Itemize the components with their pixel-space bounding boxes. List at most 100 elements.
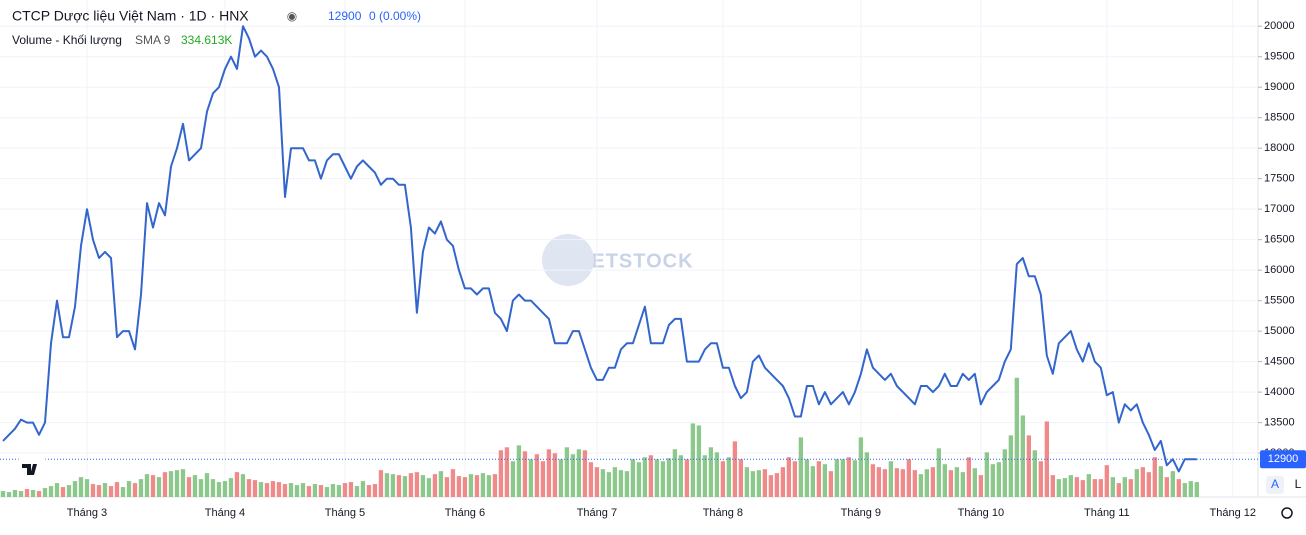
volume-bar: [414, 472, 420, 497]
tv-logo: [18, 458, 46, 480]
volume-bar: [150, 475, 156, 497]
volume-bar: [528, 459, 534, 497]
volume-bar: [186, 477, 192, 497]
volume-label: Volume - Khối lượng: [12, 33, 122, 47]
log-button-label[interactable]: L: [1295, 477, 1302, 491]
volume-bar: [1008, 435, 1013, 497]
volume-bar: [54, 483, 60, 497]
volume-bar: [1128, 479, 1133, 497]
volume-bar: [888, 461, 894, 497]
volume-bar: [786, 457, 792, 497]
volume-bar: [390, 474, 396, 497]
volume-bar: [936, 448, 942, 497]
volume-bar: [834, 459, 840, 497]
volume-bar: [126, 481, 132, 497]
last-price-label: 12900: [1268, 453, 1299, 465]
volume-bar: [762, 469, 768, 497]
volume-bar: [192, 475, 198, 497]
volume-bar: [864, 452, 870, 497]
volume-bar: [1020, 415, 1025, 497]
volume-bar: [342, 483, 348, 497]
volume-bar: [360, 481, 366, 497]
eye-icon[interactable]: ◉: [287, 9, 297, 23]
volume-bar: [84, 479, 90, 497]
auto-button[interactable]: [1266, 476, 1284, 494]
logo-mark: [22, 464, 37, 475]
volume-bar: [396, 475, 402, 497]
volume-bar: [426, 478, 432, 497]
volume-bar: [408, 473, 414, 497]
volume-bar: [1014, 377, 1019, 497]
volume-bar: [312, 484, 318, 497]
volume-bar: [36, 491, 42, 497]
volume-bar: [228, 478, 234, 497]
volume-bar: [900, 469, 906, 497]
watermark: VIETSTOCK: [570, 250, 693, 272]
volume-bar: [480, 473, 486, 497]
volume-bar: [618, 470, 624, 497]
volume-bar: [510, 461, 516, 497]
y-tick-label: 14000: [1264, 386, 1295, 398]
volume-bar: [18, 491, 24, 497]
volume-bar: [594, 467, 600, 497]
volume-bar: [690, 423, 696, 497]
volume-bar: [294, 485, 300, 497]
y-tick-label: 15500: [1264, 295, 1295, 307]
y-tick-label: 18000: [1264, 142, 1295, 154]
volume-bar: [420, 475, 426, 497]
volume-bar: [996, 462, 1002, 497]
volume-bar: [714, 452, 720, 497]
volume-bar: [198, 479, 204, 497]
y-tick-label: 15000: [1264, 325, 1295, 337]
volume-bar: [1164, 477, 1169, 497]
volume-bar: [450, 469, 456, 497]
change-text: 0 (0.00%): [369, 9, 421, 23]
volume-bar: [1032, 450, 1037, 497]
volume-bar: [354, 486, 360, 497]
volume-bar: [492, 474, 498, 497]
volume-bar: [444, 477, 450, 497]
volume-bar: [978, 475, 984, 497]
volume-bar: [1146, 472, 1151, 497]
volume-bar: [462, 477, 468, 497]
volume-bar: [1176, 479, 1181, 497]
y-tick-label: 19500: [1264, 51, 1295, 63]
volume-bar: [276, 482, 282, 497]
volume-bar: [792, 461, 798, 497]
volume-bar: [474, 475, 480, 497]
volume-bar: [810, 466, 816, 497]
volume-bar: [216, 482, 222, 497]
volume-bar: [1086, 474, 1091, 497]
eye-button[interactable]: [284, 8, 302, 26]
volume-bar: [90, 484, 96, 497]
volume-bar: [1104, 465, 1109, 497]
volume-bar: [750, 471, 756, 497]
volume-bar: [270, 481, 276, 497]
volume-bar: [540, 461, 546, 497]
volume-bar: [1098, 479, 1103, 497]
volume-bar: [402, 476, 408, 497]
volume-bar: [114, 482, 120, 497]
auto-button-label[interactable]: A: [1271, 477, 1279, 491]
volume-bar: [156, 477, 162, 497]
x-tick-label: Tháng 11: [1084, 507, 1130, 519]
volume-bar: [96, 485, 102, 497]
volume-bar: [924, 469, 930, 497]
volume-bar: [336, 485, 342, 497]
volume-bar: [162, 472, 168, 497]
x-tick-label: Tháng 6: [445, 507, 485, 519]
plot-layer: [0, 0, 1258, 497]
volume-bar: [66, 485, 72, 497]
x-tick-label: Tháng 9: [841, 507, 881, 519]
volume-bar: [78, 477, 84, 497]
volume-bar: [822, 464, 828, 497]
x-tick-label: Tháng 8: [703, 507, 743, 519]
volume-bar: [636, 462, 642, 497]
volume-bar: [966, 457, 972, 497]
volume-bar: [1050, 475, 1055, 497]
volume-bar: [498, 450, 504, 497]
volume-bar: [486, 475, 492, 497]
y-tick-label: 18500: [1264, 112, 1295, 124]
volume-bar: [252, 480, 258, 497]
settings-button[interactable]: [1281, 507, 1293, 519]
